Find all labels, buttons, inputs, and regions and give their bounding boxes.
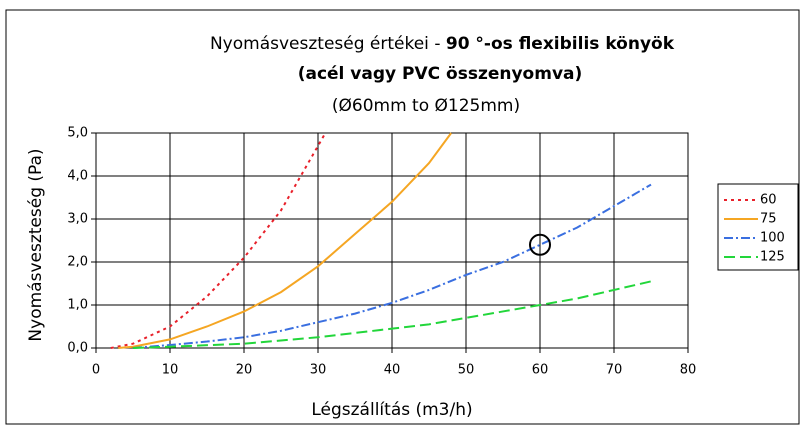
chart-title: Nyomásveszteség értékei - 90 °-os flexib…: [210, 34, 675, 54]
x-tick-label: 80: [680, 363, 697, 378]
x-axis-label: Légszállítás (m3/h): [311, 400, 472, 420]
legend-label: 60: [760, 193, 777, 208]
y-tick-label: 1,0: [67, 298, 88, 313]
y-axis-label: Nyomásveszteség (Pa): [26, 148, 46, 341]
legend-label: 100: [760, 231, 785, 246]
x-tick-label: 70: [606, 363, 623, 378]
highlight-marker: [529, 233, 551, 256]
series-line: [118, 132, 453, 349]
x-tick-label: 30: [310, 363, 327, 378]
title-part: 90 °-os flexibilis könyök: [446, 34, 675, 54]
x-tick-label: 60: [532, 363, 549, 378]
x-tick-label: 20: [236, 363, 253, 378]
series-line: [132, 183, 652, 349]
y-tick-label: 3,0: [67, 212, 88, 227]
x-tick-label: 0: [92, 363, 100, 378]
y-tick-label: 2,0: [67, 255, 88, 270]
x-tick-label: 40: [384, 363, 401, 378]
series-line: [110, 132, 327, 349]
legend-label: 75: [760, 212, 777, 227]
y-tick-label: 0,0: [67, 341, 88, 356]
x-tick-label: 50: [458, 363, 475, 378]
legend-label: 125: [760, 250, 785, 265]
series-line: [132, 280, 652, 349]
y-tick-label: 5,0: [67, 126, 88, 141]
y-tick-label: 4,0: [67, 169, 88, 184]
x-tick-label: 10: [162, 363, 179, 378]
subtitle: (Ø60mm to Ø125mm): [332, 96, 520, 116]
legend: [717, 183, 799, 271]
title-line: (acél vagy PVC összenyomva): [298, 64, 583, 84]
title-part: Nyomásveszteség értékei -: [210, 34, 446, 54]
